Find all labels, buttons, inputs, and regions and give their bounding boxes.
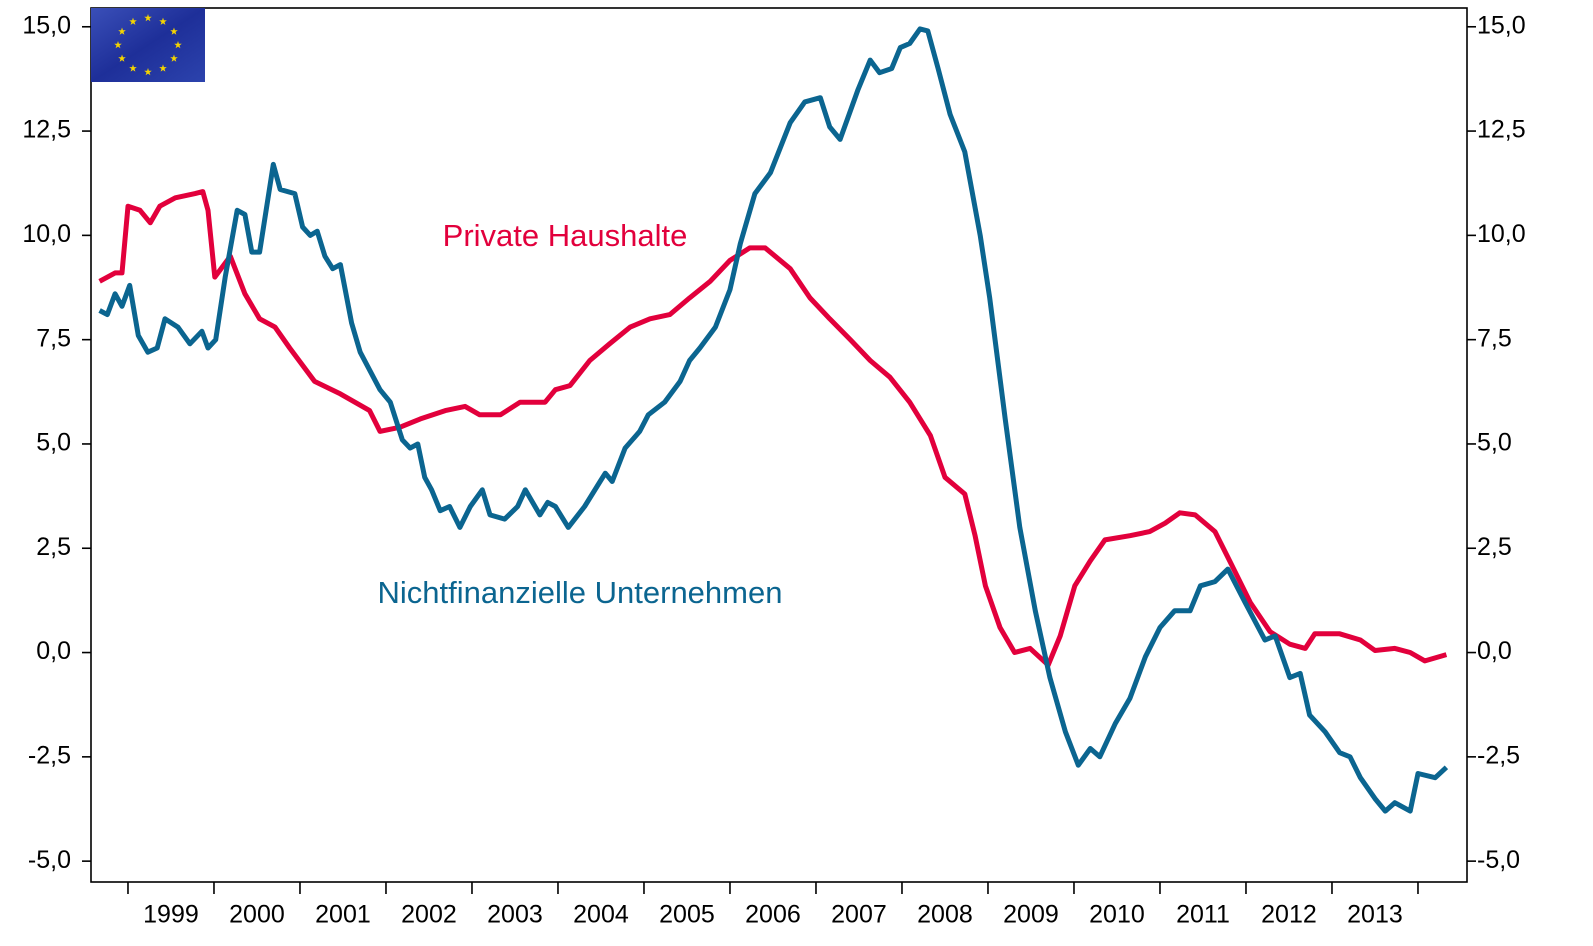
y2-tick-label: 12,5 bbox=[1477, 116, 1526, 144]
y-tick-label: 12,5 bbox=[22, 116, 71, 144]
y2-tick-label: 0,0 bbox=[1477, 637, 1512, 665]
x-tick-label: 1999 bbox=[143, 901, 199, 929]
eu-flag bbox=[91, 8, 205, 82]
y-tick-label: 5,0 bbox=[36, 429, 71, 457]
y2-tick-label: 7,5 bbox=[1477, 324, 1512, 352]
x-tick-label: 2004 bbox=[573, 901, 629, 929]
x-tick-label: 2005 bbox=[659, 901, 715, 929]
y2-tick-label: -2,5 bbox=[1477, 741, 1520, 769]
x-tick-label: 2003 bbox=[487, 901, 543, 929]
y2-tick-label: -5,0 bbox=[1477, 846, 1520, 874]
x-tick-label: 2006 bbox=[745, 901, 801, 929]
y-tick-label: 0,0 bbox=[36, 637, 71, 665]
x-tick-label: 2002 bbox=[401, 901, 457, 929]
x-tick-label: 2013 bbox=[1347, 901, 1403, 929]
y2-tick-label: 15,0 bbox=[1477, 11, 1526, 39]
y2-tick-label: 5,0 bbox=[1477, 429, 1512, 457]
y-tick-label: -2,5 bbox=[28, 741, 71, 769]
y2-tick-label: 2,5 bbox=[1477, 533, 1512, 561]
y-tick-label: 7,5 bbox=[36, 324, 71, 352]
y-tick-label: 2,5 bbox=[36, 533, 71, 561]
series-label: Private Haushalte bbox=[443, 218, 688, 253]
x-tick-label: 2008 bbox=[917, 901, 973, 929]
series-line bbox=[100, 29, 1447, 811]
y2-tick-label: 10,0 bbox=[1477, 220, 1526, 248]
x-tick-label: 2010 bbox=[1089, 901, 1145, 929]
y-tick-label: 10,0 bbox=[22, 220, 71, 248]
x-tick-label: 2011 bbox=[1176, 901, 1230, 929]
y-tick-label: -5,0 bbox=[28, 846, 71, 874]
x-tick-label: 2007 bbox=[831, 901, 887, 929]
plot-frame bbox=[91, 8, 1467, 882]
series-label: Nichtfinanzielle Unternehmen bbox=[378, 575, 783, 610]
x-tick-label: 2001 bbox=[315, 901, 371, 929]
chart: -5,0 -5,0 -2,5 -2,5 0,0 0,0 2,5 2,5 5,0 5,0 7,5 7,5… bbox=[0, 0, 1593, 946]
x-tick-label: 2012 bbox=[1261, 901, 1317, 929]
x-tick-label: 2000 bbox=[229, 901, 285, 929]
y-tick-label: 15,0 bbox=[22, 11, 71, 39]
x-tick-label: 2009 bbox=[1003, 901, 1059, 929]
